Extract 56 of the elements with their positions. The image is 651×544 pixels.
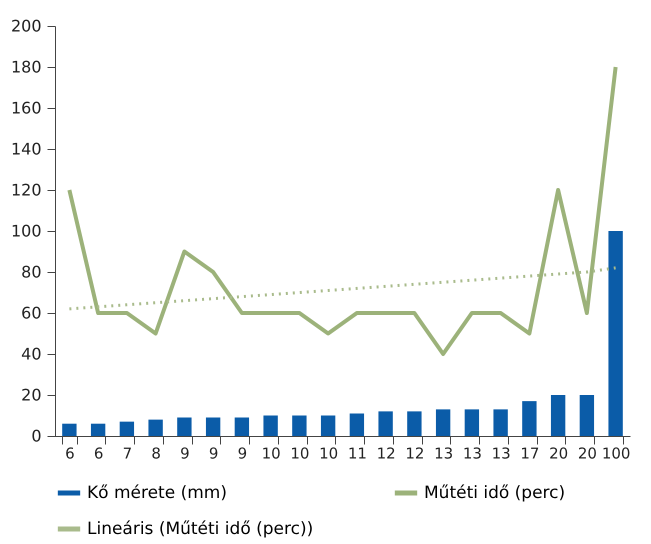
bar [177,418,192,436]
legend-label: Lineáris (Műtéti idő (perc)) [87,519,314,539]
x-tick-label: 20 [549,444,568,462]
x-tick-label: 13 [462,444,482,462]
bar [206,418,220,436]
x-tick-label: 10 [290,444,310,462]
x-tick-label: 100 [602,444,630,462]
x-tick-label: 9 [238,444,248,462]
x-tick-label: 11 [348,444,367,462]
x-tick-label: 10 [319,444,338,462]
bar [407,411,422,436]
x-tick-label: 20 [578,444,597,462]
x-tick-label: 17 [520,444,540,462]
y-tick-label: 60 [21,304,42,322]
bar [90,424,106,436]
bar [464,409,480,436]
x-tick-label: 10 [262,444,281,462]
y-tick-label: 120 [10,180,42,200]
line-series [67,65,618,356]
x-tick-label: 13 [492,444,511,462]
legend-label: Kő mérete (mm) [87,483,227,503]
x-tick-label: 8 [151,444,161,462]
bar [436,409,450,436]
bar [493,409,508,436]
bar [350,413,364,436]
y-tick-label: 20 [21,386,42,404]
bar [120,422,134,436]
x-tick-label: 12 [405,444,424,462]
y-tick-label: 40 [21,344,42,364]
x-tick-label: 7 [122,444,132,462]
x-tick-label: 9 [180,444,190,462]
bar [292,416,307,436]
legend-label: Műtéti idő (perc) [424,483,566,503]
bar [263,416,278,436]
bar [234,418,250,436]
y-tick-label: 160 [10,98,42,118]
bar [580,395,594,436]
bar [148,420,163,436]
bar [550,395,566,436]
bar [378,411,393,436]
y-tick-label: 80 [21,262,42,282]
bar [608,231,623,436]
bar [522,401,537,436]
bar [320,416,336,436]
x-tick-label: 9 [208,444,218,462]
y-tick-label: 200 [10,16,42,36]
x-tick-label: 6 [65,444,75,462]
line-series [68,266,618,310]
x-tick-label: 12 [376,444,396,462]
y-tick-label: 0 [31,426,42,446]
y-tick-label: 180 [10,58,42,76]
y-tick-label: 140 [10,140,42,158]
x-tick-label: 13 [434,444,454,462]
x-tick-label: 6 [94,444,104,462]
bar [62,424,77,436]
y-tick-label: 100 [10,222,42,240]
